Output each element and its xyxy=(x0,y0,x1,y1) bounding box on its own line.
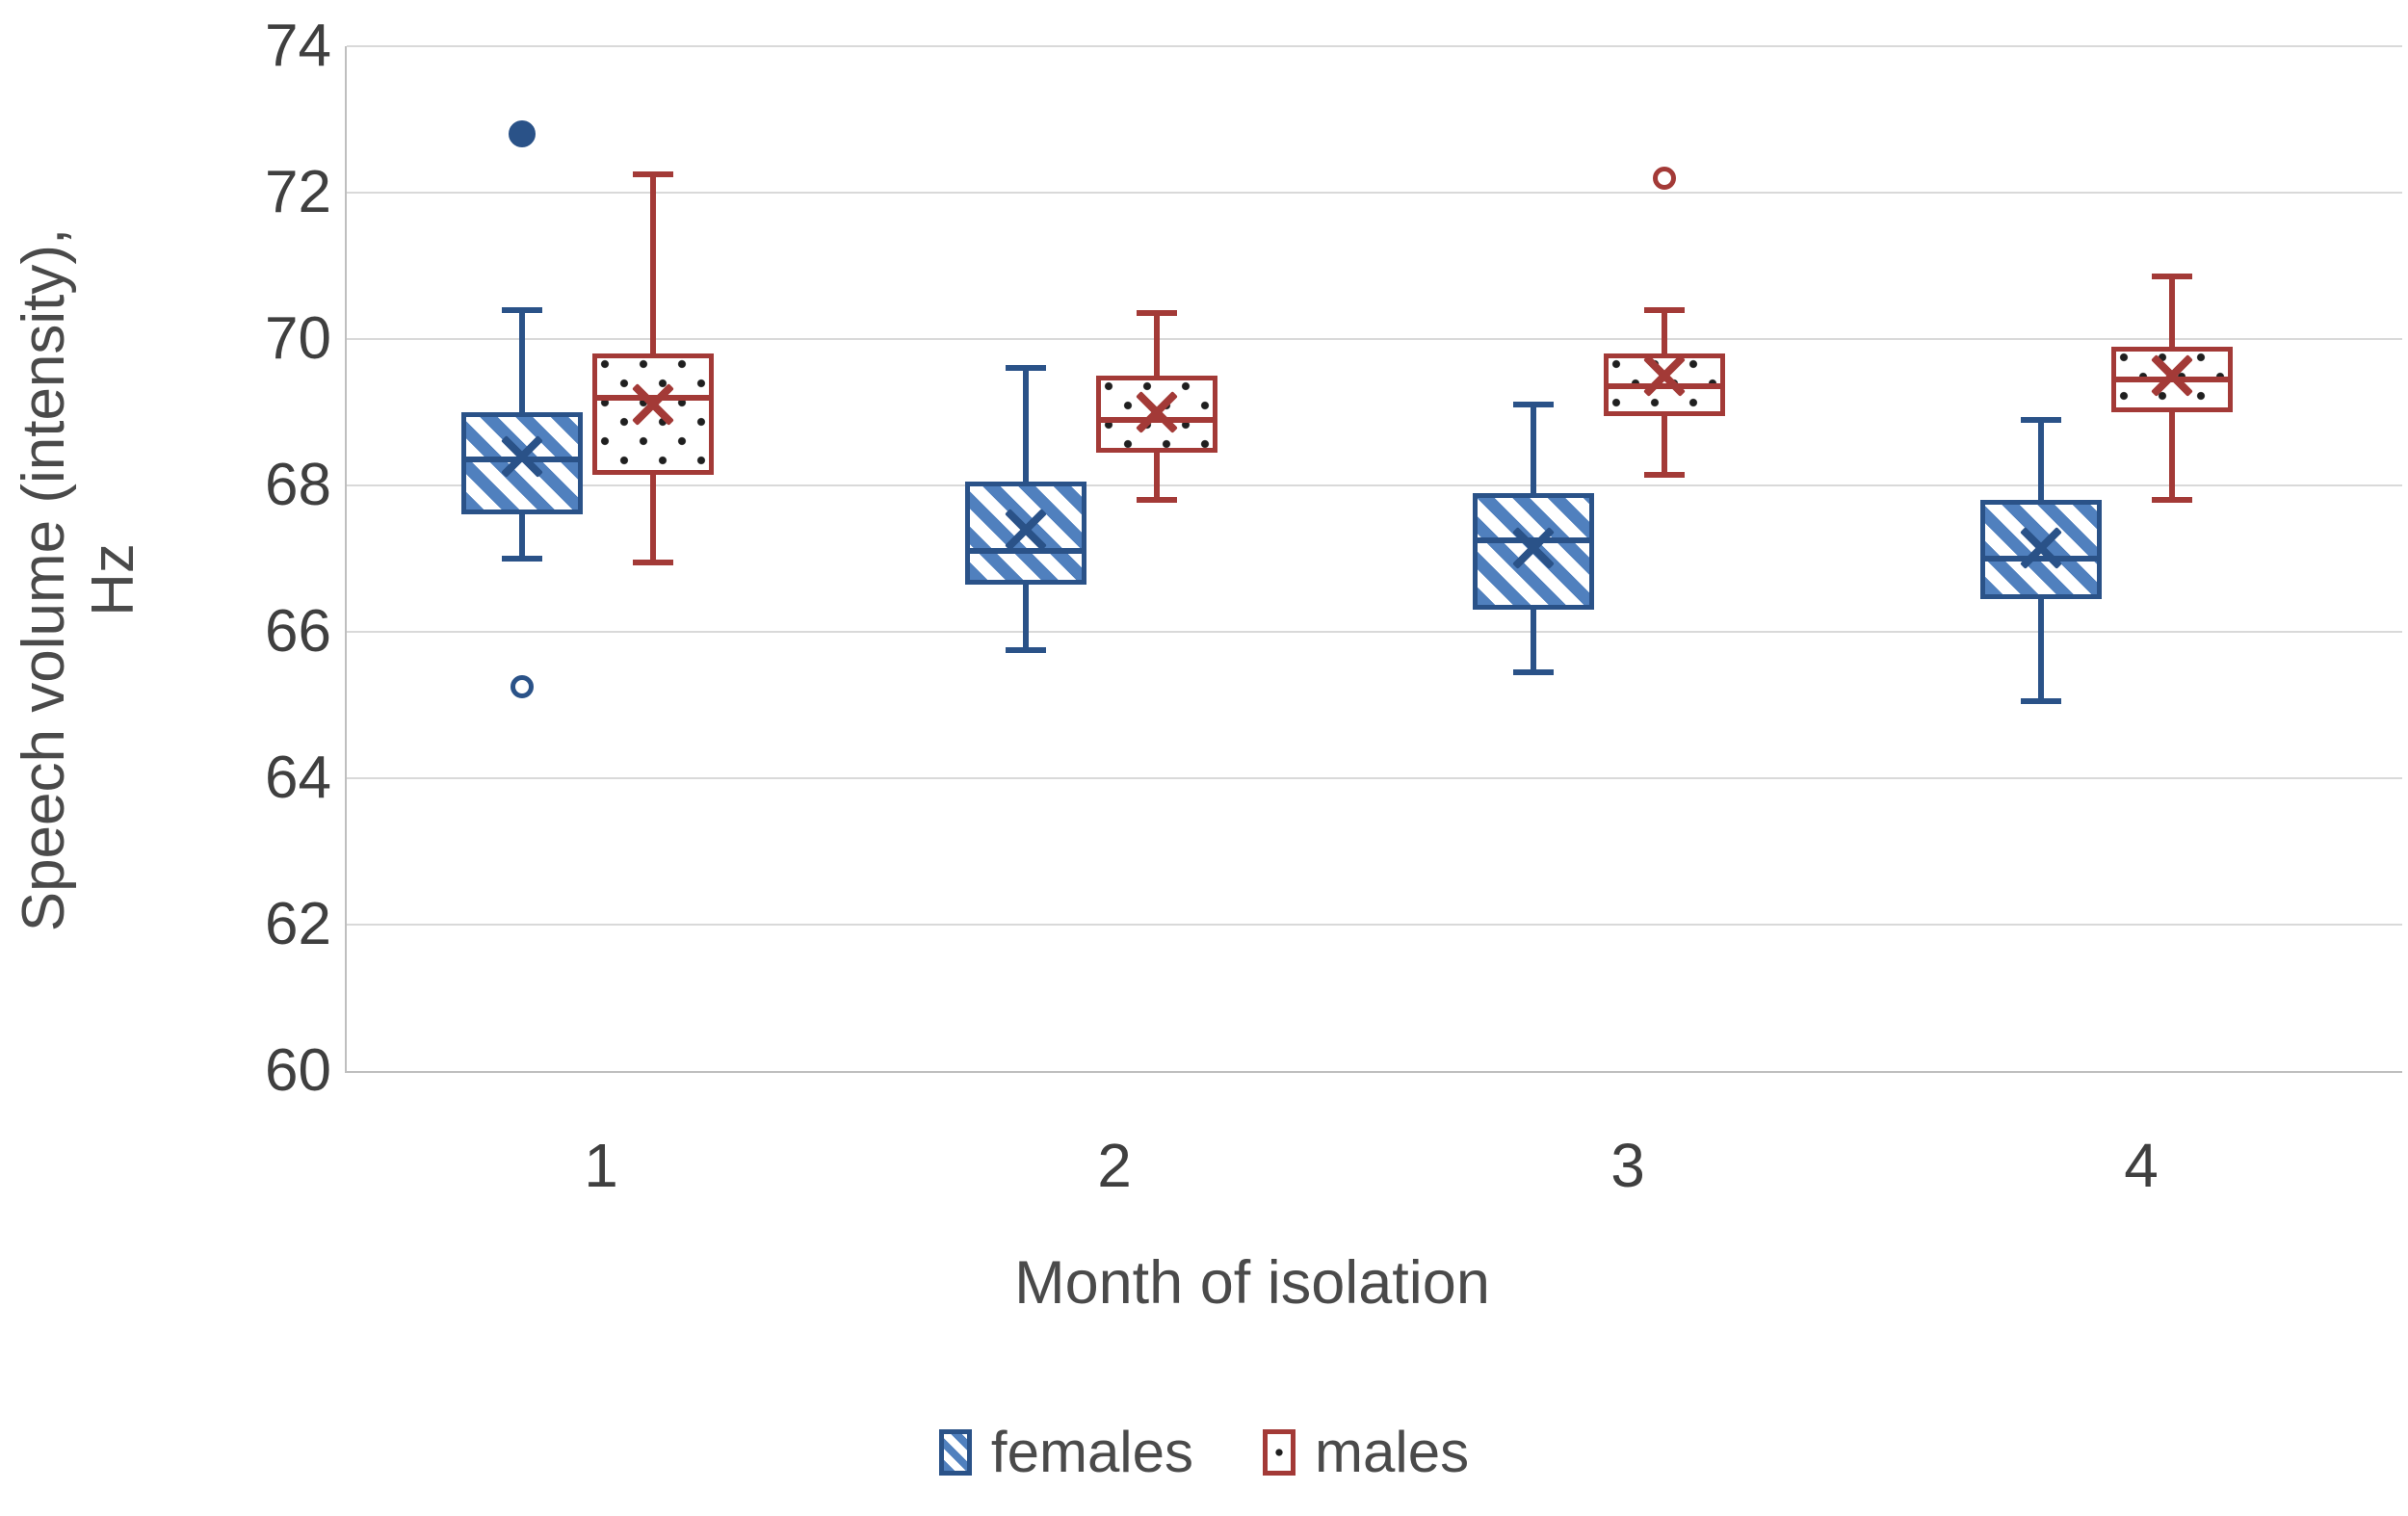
whisker-cap-upper-females-month-2 xyxy=(1006,365,1046,372)
box-females-month-2 xyxy=(965,482,1086,585)
median-males-month-2 xyxy=(1100,416,1214,423)
legend-swatch-females-icon xyxy=(938,1429,972,1476)
whisker-cap-lower-females-month-4 xyxy=(2021,698,2061,705)
mean-marker-females-month-4 xyxy=(2015,522,2067,574)
y-tick-label-72: 72 xyxy=(265,159,331,225)
whisker-lower-females-month-2 xyxy=(1023,584,1029,650)
legend-label-females: females xyxy=(990,1420,1194,1484)
gridline-66 xyxy=(347,631,2402,633)
whisker-cap-upper-females-month-1 xyxy=(502,306,542,313)
whisker-lower-males-month-4 xyxy=(2169,412,2175,501)
whisker-lower-males-month-1 xyxy=(650,474,656,562)
whisker-cap-upper-males-month-3 xyxy=(1644,306,1685,313)
outlier-open-males-month-3 xyxy=(1653,166,1676,190)
median-females-month-3 xyxy=(1477,537,1590,543)
whisker-lower-males-month-2 xyxy=(1154,452,1160,501)
legend: females males xyxy=(0,1424,2408,1481)
whisker-cap-upper-females-month-3 xyxy=(1513,402,1554,408)
mean-marker-females-month-2 xyxy=(1000,504,1052,556)
y-tick-label-66: 66 xyxy=(265,598,331,665)
gridline-72 xyxy=(347,192,2402,194)
legend-label-males: males xyxy=(1315,1420,1470,1484)
mean-marker-females-month-3 xyxy=(1507,522,1559,574)
whisker-cap-upper-males-month-1 xyxy=(633,171,673,177)
mean-marker-males-month-4 xyxy=(2146,350,2198,402)
legend-swatch-males-icon xyxy=(1263,1429,1296,1476)
whisker-lower-females-month-1 xyxy=(519,514,525,559)
mean-marker-males-month-3 xyxy=(1638,350,1690,402)
plot-area xyxy=(345,45,2402,1073)
median-males-month-3 xyxy=(1608,383,1721,390)
gridline-68 xyxy=(347,484,2402,486)
gridline-74 xyxy=(347,45,2402,47)
whisker-cap-lower-females-month-1 xyxy=(502,556,542,562)
outlier-filled-females-month-1 xyxy=(509,120,536,148)
y-tick-label-64: 64 xyxy=(265,745,331,811)
x-category-label-1: 1 xyxy=(584,1131,618,1200)
median-females-month-2 xyxy=(969,548,1083,555)
whisker-cap-lower-males-month-2 xyxy=(1137,497,1177,504)
y-tick-label-68: 68 xyxy=(265,452,331,518)
legend-item-males: males xyxy=(1263,1424,1469,1481)
box-females-month-1 xyxy=(461,412,583,515)
y-axis-title-line2: Hz xyxy=(80,543,146,616)
y-tick-label-60: 60 xyxy=(265,1037,331,1104)
legend-item-females: females xyxy=(938,1420,1194,1484)
whisker-lower-females-month-4 xyxy=(2038,598,2044,702)
whisker-lower-males-month-3 xyxy=(1662,415,1667,475)
gridline-62 xyxy=(347,924,2402,926)
whisker-lower-females-month-3 xyxy=(1531,610,1536,672)
x-category-label-2: 2 xyxy=(1097,1131,1132,1200)
whisker-upper-females-month-4 xyxy=(2038,419,2044,501)
whisker-cap-upper-males-month-2 xyxy=(1137,310,1177,317)
box-males-month-1 xyxy=(592,353,714,475)
mean-marker-females-month-1 xyxy=(496,431,548,483)
outlier-open-females-month-1 xyxy=(510,675,534,698)
x-category-label-4: 4 xyxy=(2124,1131,2159,1200)
whisker-cap-upper-males-month-4 xyxy=(2152,274,2192,280)
y-tick-label-74: 74 xyxy=(265,13,331,79)
whisker-upper-males-month-1 xyxy=(650,174,656,354)
y-tick-label-62: 62 xyxy=(265,891,331,957)
whisker-cap-lower-females-month-3 xyxy=(1513,668,1554,675)
mean-marker-males-month-2 xyxy=(1131,386,1183,438)
whisker-upper-females-month-3 xyxy=(1531,405,1536,493)
whisker-cap-lower-males-month-3 xyxy=(1644,471,1685,478)
whisker-upper-males-month-2 xyxy=(1154,313,1160,376)
whisker-cap-lower-males-month-4 xyxy=(2152,497,2192,504)
whisker-upper-females-month-2 xyxy=(1023,368,1029,483)
whisker-upper-females-month-1 xyxy=(519,309,525,412)
whisker-cap-lower-males-month-1 xyxy=(633,559,673,565)
whisker-cap-lower-females-month-2 xyxy=(1006,647,1046,653)
gridline-70 xyxy=(347,338,2402,340)
mean-marker-males-month-1 xyxy=(627,379,679,431)
y-axis-title-line1: Speech volume (intensity), xyxy=(11,227,77,932)
whisker-upper-males-month-4 xyxy=(2169,276,2175,347)
whisker-upper-males-month-3 xyxy=(1662,309,1667,354)
whisker-cap-upper-females-month-4 xyxy=(2021,416,2061,423)
y-axis-title: Speech volume (intensity), Hz xyxy=(10,31,148,1129)
median-females-month-4 xyxy=(1984,556,2098,562)
gridline-64 xyxy=(347,777,2402,779)
x-category-label-3: 3 xyxy=(1610,1131,1645,1200)
x-axis-title: Month of isolation xyxy=(1014,1249,1490,1317)
y-tick-label-70: 70 xyxy=(265,305,331,372)
